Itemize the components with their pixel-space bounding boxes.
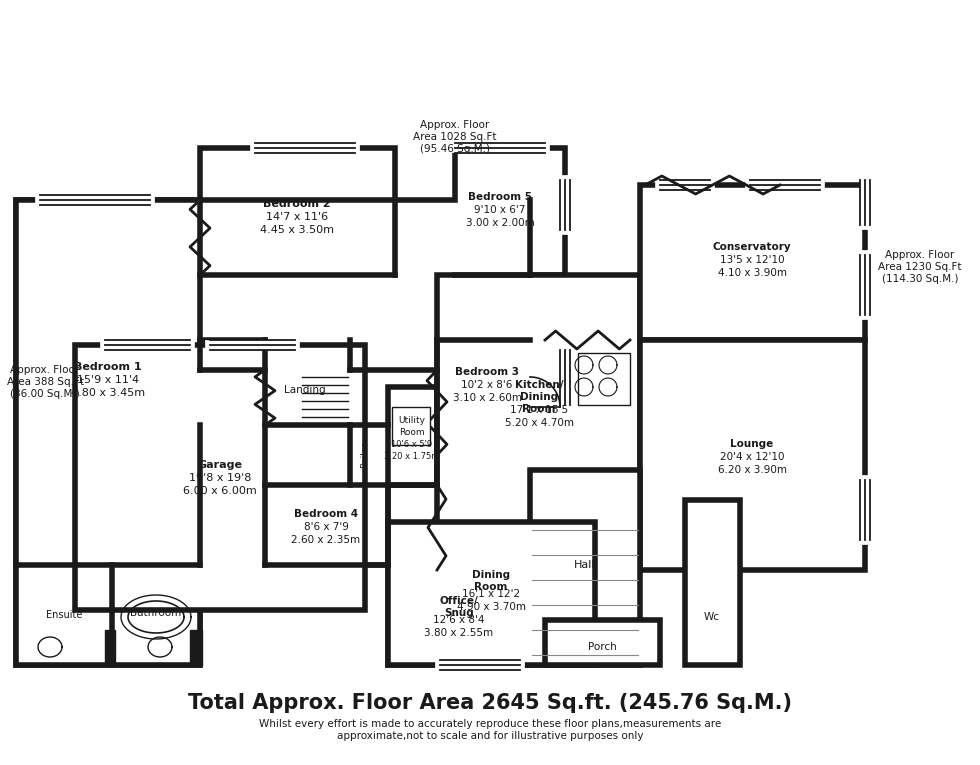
Text: Kitchen/
Dining
Room: Kitchen/ Dining Room xyxy=(514,380,563,414)
Text: 3.80 x 2.55m: 3.80 x 2.55m xyxy=(424,628,494,638)
Text: 4.10 x 3.90m: 4.10 x 3.90m xyxy=(717,268,787,278)
Text: Bedroom 3: Bedroom 3 xyxy=(455,367,519,377)
Text: (114.30 Sq.M.): (114.30 Sq.M.) xyxy=(882,274,958,284)
Text: 10'2 x 8'6: 10'2 x 8'6 xyxy=(462,380,513,390)
Text: Area 1230 Sq.Ft: Area 1230 Sq.Ft xyxy=(878,262,961,272)
Text: 4.45 x 3.50m: 4.45 x 3.50m xyxy=(260,225,334,235)
Text: Approx. Floor: Approx. Floor xyxy=(885,250,955,260)
Text: Approx. Floor: Approx. Floor xyxy=(11,365,79,375)
Bar xyxy=(16,565,112,665)
Text: Hall: Hall xyxy=(574,560,596,570)
Text: 16'1 x 12'2: 16'1 x 12'2 xyxy=(462,589,520,599)
Polygon shape xyxy=(16,148,565,665)
Text: Total Approx. Floor Area 2645 Sq.ft. (245.76 Sq.M.): Total Approx. Floor Area 2645 Sq.ft. (24… xyxy=(188,693,792,713)
Text: 14'7 x 11'6: 14'7 x 11'6 xyxy=(266,212,328,222)
Bar xyxy=(388,565,530,665)
Text: 3.00 x 2.00m: 3.00 x 2.00m xyxy=(466,218,534,228)
Bar xyxy=(105,630,115,665)
Text: 5.20 x 4.70m: 5.20 x 4.70m xyxy=(505,418,573,428)
Text: 4.80 x 3.45m: 4.80 x 3.45m xyxy=(71,388,145,398)
Text: 17'1 x 15'5: 17'1 x 15'5 xyxy=(510,405,568,415)
Text: 19'8 x 19'8: 19'8 x 19'8 xyxy=(189,473,251,483)
Text: 2.60 x 2.35m: 2.60 x 2.35m xyxy=(291,535,361,545)
Text: Boiler: Boiler xyxy=(361,442,369,468)
Text: 20'4 x 12'10: 20'4 x 12'10 xyxy=(719,452,784,462)
Text: Whilst every effort is made to accurately reproduce these floor plans,measuremen: Whilst every effort is made to accuratel… xyxy=(259,719,721,741)
Text: Ensuite: Ensuite xyxy=(46,610,82,620)
Text: (36.00 Sq.M.): (36.00 Sq.M.) xyxy=(10,389,80,399)
Text: 12'6 x 8'4: 12'6 x 8'4 xyxy=(433,615,485,625)
Bar xyxy=(75,345,365,610)
Bar xyxy=(545,620,660,665)
Bar xyxy=(16,200,200,565)
Text: Office/
Snug: Office/ Snug xyxy=(440,596,478,618)
Text: 9'10 x 6'7: 9'10 x 6'7 xyxy=(474,205,525,215)
Text: Area 1028 Sq.Ft: Area 1028 Sq.Ft xyxy=(414,132,497,142)
Text: Utility: Utility xyxy=(399,415,425,425)
Bar xyxy=(190,630,202,665)
Bar xyxy=(685,500,740,665)
Text: Landing: Landing xyxy=(284,385,325,395)
Bar xyxy=(388,522,595,665)
Text: Wc: Wc xyxy=(704,612,720,622)
Bar xyxy=(578,353,630,405)
Text: Conservatory: Conservatory xyxy=(712,242,791,252)
Text: Approx. Floor: Approx. Floor xyxy=(420,120,490,130)
Bar xyxy=(388,387,437,485)
Text: Area 388 Sq.Ft: Area 388 Sq.Ft xyxy=(7,377,83,387)
Bar xyxy=(392,407,430,445)
Text: 6.20 x 3.90m: 6.20 x 3.90m xyxy=(717,465,787,475)
Text: (95.46 Sq.M.): (95.46 Sq.M.) xyxy=(420,144,490,154)
Text: 3.10 x 2.60m: 3.10 x 2.60m xyxy=(453,393,521,403)
Text: Porch: Porch xyxy=(588,642,616,652)
Text: Bedroom 2: Bedroom 2 xyxy=(264,199,331,209)
Text: 10'6 x 5'9: 10'6 x 5'9 xyxy=(391,440,432,448)
Bar xyxy=(640,185,865,340)
Text: Lounge: Lounge xyxy=(730,439,773,449)
Bar xyxy=(640,340,865,570)
Text: 3.20 x 1.75m: 3.20 x 1.75m xyxy=(384,451,440,461)
Bar xyxy=(437,275,640,570)
Bar xyxy=(530,470,640,665)
Bar xyxy=(112,565,200,665)
Text: Room: Room xyxy=(399,428,424,437)
Text: 8'6 x 7'9: 8'6 x 7'9 xyxy=(304,522,349,532)
Text: Bathroom: Bathroom xyxy=(130,608,181,618)
Text: Bedroom 1: Bedroom 1 xyxy=(74,362,142,372)
Text: Dining
Room: Dining Room xyxy=(472,570,510,592)
Text: Garage: Garage xyxy=(198,460,242,470)
Text: 13'5 x 12'10: 13'5 x 12'10 xyxy=(719,255,784,265)
Text: 4.90 x 3.70m: 4.90 x 3.70m xyxy=(457,602,525,612)
Text: Bedroom 4: Bedroom 4 xyxy=(294,509,358,519)
Text: 6.00 x 6.00m: 6.00 x 6.00m xyxy=(183,486,257,496)
Text: Bedroom 5: Bedroom 5 xyxy=(468,192,532,202)
Text: 15'9 x 11'4: 15'9 x 11'4 xyxy=(77,375,139,385)
